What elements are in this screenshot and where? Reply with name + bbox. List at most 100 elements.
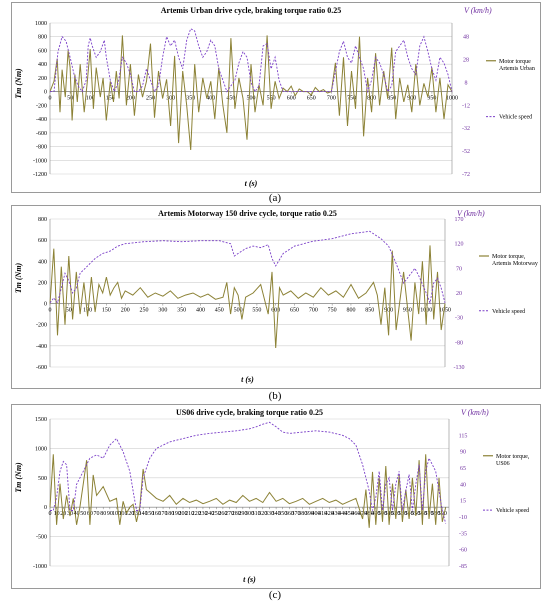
x-tick-label: 950 <box>427 96 436 102</box>
x-tick-label: 1000 <box>420 308 432 314</box>
y-left-tick-label: -1000 <box>33 564 47 570</box>
x-tick-label: 450 <box>226 96 235 102</box>
x-tick-label: 300 <box>245 511 254 517</box>
x-tick-label: 420 <box>325 511 334 517</box>
x-tick-label: 1000 <box>446 96 458 102</box>
x-tick-label: 90 <box>107 511 113 517</box>
x-tick-label: 400 <box>206 96 215 102</box>
x-tick-label: 140 <box>139 511 148 517</box>
x-tick-label: 340 <box>272 511 281 517</box>
y-left-tick-label: 200 <box>38 76 47 82</box>
x-tick-label: 320 <box>258 511 267 517</box>
series-speed-line <box>50 28 453 94</box>
x-tick-label: 490 <box>371 511 380 517</box>
x-axis-label: t (s) <box>243 575 256 584</box>
y-left-tick-label: -1200 <box>33 172 47 178</box>
x-tick-label: 470 <box>358 511 367 517</box>
y-left-tick-label: 600 <box>38 238 47 244</box>
y-right-axis-label: V (km/h) <box>464 6 492 15</box>
x-tick-label: 230 <box>198 511 207 517</box>
y-right-tick-label: -52 <box>462 149 470 155</box>
caption-a: (a) <box>268 192 282 204</box>
chart-title: Artemis Motorway 150 drive cycle, torque… <box>158 209 337 218</box>
x-tick-label: 450 <box>345 511 354 517</box>
caption-c: (c) <box>268 589 282 601</box>
y-left-tick-label: 200 <box>38 280 47 286</box>
x-tick-label: 180 <box>165 511 174 517</box>
series-speed-line <box>50 421 447 524</box>
y-left-tick-label: 800 <box>38 35 47 41</box>
y-left-tick-label: -1000 <box>33 158 47 164</box>
x-tick-label: 250 <box>212 511 221 517</box>
x-tick-label: 650 <box>307 96 316 102</box>
legend-label-torque: Motor torque Artemis Urban <box>499 59 535 72</box>
x-tick-label: 400 <box>196 308 205 314</box>
x-tick-label: 900 <box>384 308 393 314</box>
chart-panel-artemis-urban: -1200 -1000 -800 -600 -400 -200 0 200 400 600 800 1… <box>11 2 541 193</box>
y-left-axis-label: Tm (Nm) <box>14 462 23 493</box>
y-right-tick-label: 15 <box>460 499 466 505</box>
x-tick-label: 590 <box>438 511 447 517</box>
x-tick-label: 170 <box>159 511 168 517</box>
y-right-tick-label: -60 <box>459 548 467 554</box>
chart-us06: -1000-500050010001500-85-60-35-101540659… <box>14 408 530 584</box>
x-tick-label: 250 <box>140 308 149 314</box>
x-tick-label: 300 <box>158 308 167 314</box>
x-tick-label: 280 <box>232 511 241 517</box>
chart-artemis-urban: -1200-1000-800-600-400-20002004006008001… <box>14 6 535 188</box>
y-left-tick-label: 500 <box>38 476 47 482</box>
y-left-tick-label: 800 <box>38 217 47 223</box>
y-left-tick-label: -800 <box>36 145 47 151</box>
x-tick-label: 150 <box>145 511 154 517</box>
y-left-tick-label: 0 <box>44 505 47 511</box>
y-right-tick-label: 28 <box>463 58 469 64</box>
x-tick-label: 750 <box>347 96 356 102</box>
legend-label-speed: Vehicle speed <box>492 309 525 315</box>
x-tick-label: 240 <box>205 511 214 517</box>
legend-label-speed: Vehicle speed <box>496 508 529 514</box>
y-left-tick-label: 400 <box>38 62 47 68</box>
x-tick-label: 650 <box>290 308 299 314</box>
x-axis-label: t (s) <box>241 375 254 384</box>
x-tick-label: 850 <box>365 308 374 314</box>
x-tick-label: 600 <box>287 96 296 102</box>
y-right-tick-label: -10 <box>459 515 467 521</box>
y-left-tick-label: -500 <box>36 535 47 541</box>
x-tick-label: 150 <box>102 308 111 314</box>
chart-panel-us06: -1000 -500 0 500 1000 1500 -85 -60 -35 -10 15 40 65 9… <box>11 404 541 589</box>
x-tick-label: 0 <box>49 511 52 517</box>
y-left-tick-label: 1000 <box>35 21 47 27</box>
y-left-tick-label: -600 <box>36 365 47 371</box>
y-right-tick-label: -130 <box>454 365 465 371</box>
x-tick-label: 700 <box>327 96 336 102</box>
x-tick-label: 200 <box>121 308 130 314</box>
x-tick-label: 200 <box>179 511 188 517</box>
caption-b: (b) <box>268 390 282 402</box>
x-tick-label: 130 <box>132 511 141 517</box>
y-left-tick-label: 1500 <box>35 417 47 423</box>
series-torque-line <box>49 35 453 151</box>
y-right-axis-label: V (km/h) <box>461 408 489 417</box>
y-right-tick-label: 65 <box>460 466 466 472</box>
y-right-tick-label: 70 <box>456 266 462 272</box>
x-tick-label: 440 <box>338 511 347 517</box>
x-tick-label: 50 <box>66 308 72 314</box>
y-left-axis-label: Tm (Nm) <box>14 262 23 293</box>
y-left-tick-label: 0 <box>44 90 47 96</box>
legend-label-speed: Vehicle speed <box>499 115 532 121</box>
x-tick-label: 310 <box>252 511 261 517</box>
x-tick-label: 10 <box>54 511 60 517</box>
x-tick-label: 50 <box>80 511 86 517</box>
x-tick-label: 50 <box>67 96 73 102</box>
y-left-tick-label: 400 <box>38 259 47 265</box>
y-left-tick-label: -400 <box>36 117 47 123</box>
x-tick-label: 430 <box>331 511 340 517</box>
y-right-tick-label: 20 <box>456 291 462 297</box>
x-tick-label: 400 <box>312 511 321 517</box>
x-tick-label: 250 <box>146 96 155 102</box>
x-tick-label: 330 <box>265 511 274 517</box>
x-tick-label: 390 <box>305 511 314 517</box>
x-tick-label: 500 <box>247 96 256 102</box>
x-tick-label: 550 <box>252 308 261 314</box>
y-left-tick-label: 1000 <box>35 446 47 452</box>
